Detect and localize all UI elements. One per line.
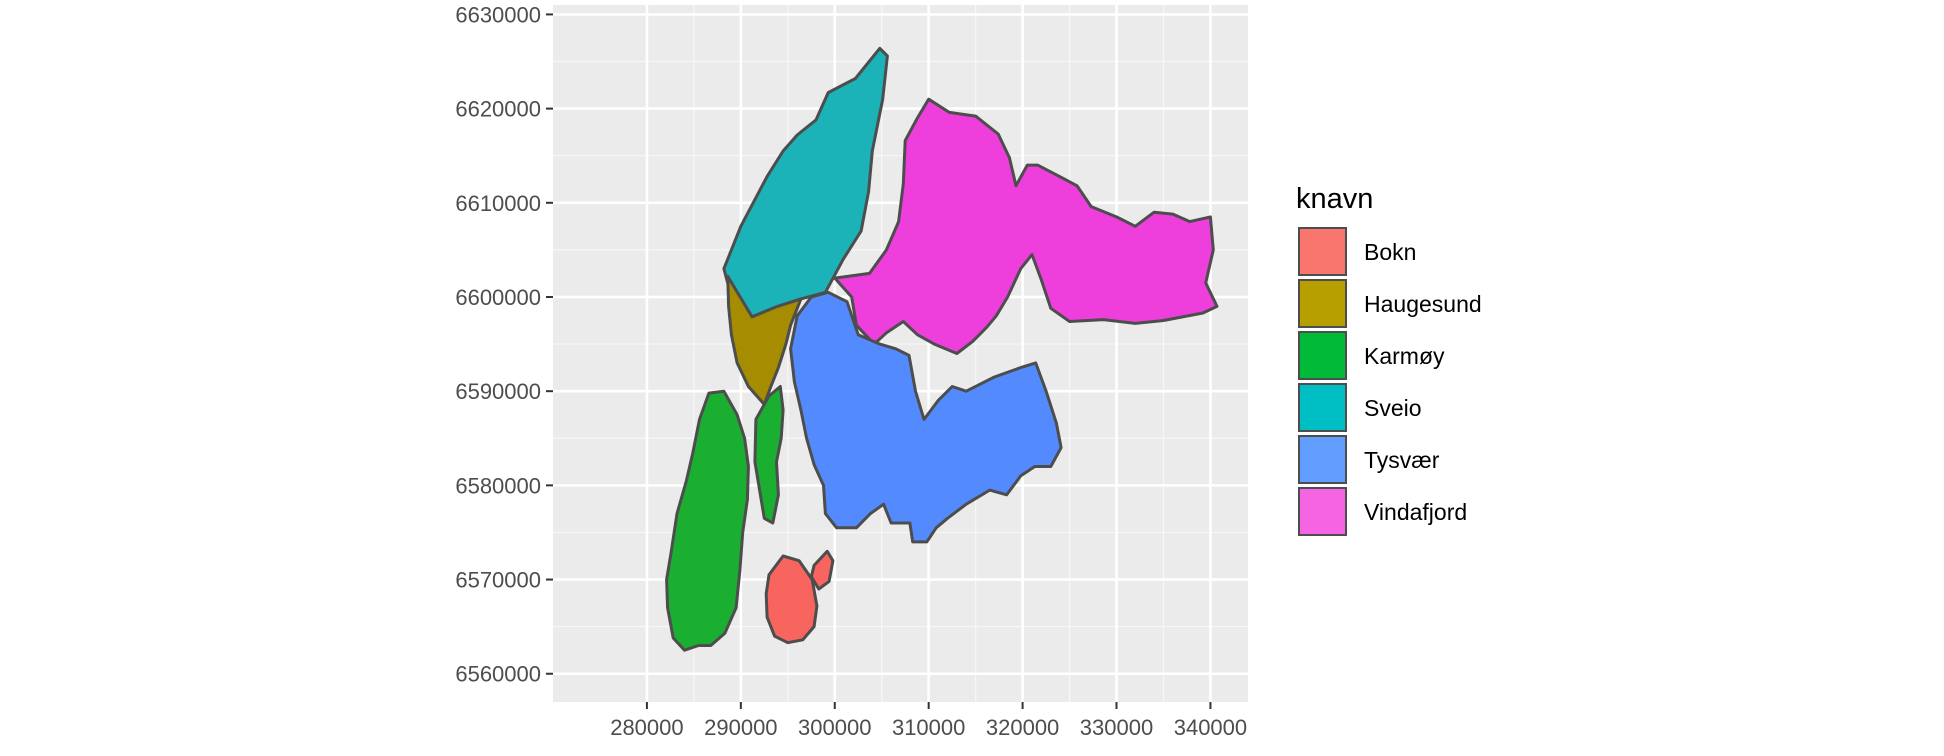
legend-key xyxy=(1298,227,1347,276)
y-tick-label: 6610000 xyxy=(455,191,541,216)
region-bokn-north xyxy=(809,549,835,591)
y-tick-label: 6570000 xyxy=(455,568,541,593)
x-tick-label: 300000 xyxy=(798,715,871,740)
y-tick-label: 6560000 xyxy=(455,662,541,687)
region-karm-y-east xyxy=(753,385,785,525)
legend-label: Bokn xyxy=(1364,239,1416,265)
legend-title: knavn xyxy=(1296,183,1373,215)
region-haugesund xyxy=(726,274,803,406)
y-tick-label: 6580000 xyxy=(455,473,541,498)
y-axis: 6560000 6570000 6580000 6590000 6600000 66100… xyxy=(455,2,553,687)
region-tysv-r xyxy=(789,290,1063,544)
map-regions xyxy=(665,46,1219,652)
legend-key xyxy=(1298,435,1347,484)
region-karm-y xyxy=(665,389,750,652)
legend-label: Sveio xyxy=(1364,395,1422,421)
legend-key xyxy=(1298,331,1347,380)
x-tick-label: 310000 xyxy=(892,715,965,740)
region-bokn xyxy=(764,554,819,645)
legend-key xyxy=(1298,279,1347,328)
x-tick-label: 290000 xyxy=(704,715,777,740)
region-vindafjord xyxy=(833,97,1219,355)
x-tick-label: 340000 xyxy=(1174,715,1247,740)
y-tick-label: 6600000 xyxy=(455,285,541,310)
legend-key xyxy=(1298,487,1347,536)
legend-label: Karmøy xyxy=(1364,343,1445,369)
y-tick-label: 6590000 xyxy=(455,379,541,404)
x-tick-label: 320000 xyxy=(986,715,1059,740)
x-axis: 280000 290000 300000 310000 320000 330000 3400… xyxy=(610,702,1247,740)
y-tick-label: 6620000 xyxy=(455,97,541,122)
legend-label: Tysvær xyxy=(1364,447,1440,473)
legend-label: Vindafjord xyxy=(1364,499,1467,525)
legend: knavn Bokn Haugesund Karmøy Sveio Tysvær Vinda… xyxy=(1296,183,1482,536)
legend-label: Haugesund xyxy=(1364,291,1482,317)
x-tick-label: 330000 xyxy=(1080,715,1153,740)
legend-key xyxy=(1298,383,1347,432)
y-tick-label: 6630000 xyxy=(455,2,541,27)
x-tick-label: 280000 xyxy=(610,715,683,740)
